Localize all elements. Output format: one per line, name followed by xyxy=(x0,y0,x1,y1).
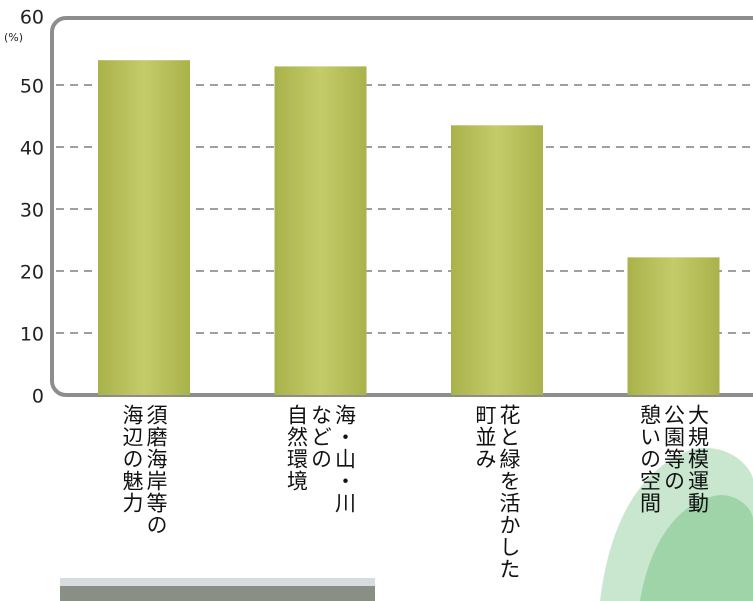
bar xyxy=(275,66,367,395)
y-tick-label: 10 xyxy=(20,324,44,346)
y-unit: (%) xyxy=(4,31,23,44)
x-tick-label: 花と緑を活かした 町並み xyxy=(473,404,521,580)
page: 0 10 20 30 40 50 60 (%) 須磨海岸等の 海辺の魅力 海・山・川 などの 自… xyxy=(0,0,753,601)
y-tick-label: 0 xyxy=(32,386,44,408)
x-tick-label: 海・山・川 などの 自然環境 xyxy=(285,404,357,514)
y-tick-label: 30 xyxy=(20,200,44,222)
bar xyxy=(451,125,543,395)
x-tick-label: 大規模運動 公園等の 憩いの空間 xyxy=(638,404,710,514)
bar xyxy=(628,257,720,395)
y-tick-label: 50 xyxy=(20,76,44,98)
y-tick-label: 40 xyxy=(20,138,44,160)
bar xyxy=(98,60,190,395)
x-tick-label: 須磨海岸等の 海辺の魅力 xyxy=(120,404,168,536)
y-tick-label: 60 xyxy=(20,7,44,29)
decor-photo xyxy=(60,578,375,586)
y-tick-label: 20 xyxy=(20,262,44,284)
